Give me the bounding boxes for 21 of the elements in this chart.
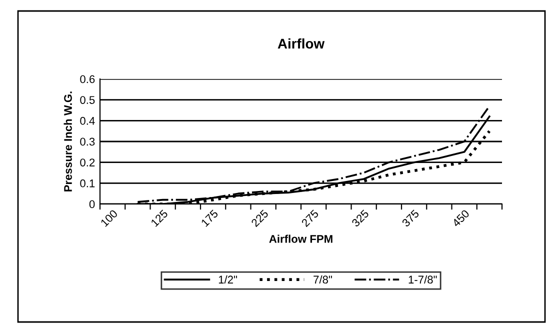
y-tick-label: 0.3	[80, 138, 95, 146]
y-axis-title: Pressure Inch W.G.	[64, 92, 72, 192]
x-tick-label: 275	[301, 209, 320, 228]
legend-label: 1-7/8"	[408, 275, 437, 284]
y-tick-label: 0.5	[80, 96, 95, 104]
y-tick-label: 0.2	[80, 158, 95, 166]
legend-label: 1/2"	[218, 275, 238, 284]
x-tick-label: 225	[250, 209, 269, 228]
x-tick-label: 325	[351, 209, 370, 228]
legend-label: 7/8"	[314, 275, 332, 284]
y-tick-label: 0.1	[80, 179, 95, 188]
x-tick-label: 175	[200, 209, 219, 227]
x-tick-label: 125	[150, 209, 168, 227]
x-axis-title: Airflow FPM	[269, 234, 332, 243]
y-tick-label: 0	[89, 200, 95, 208]
chart-title: Airflow	[278, 38, 325, 49]
x-tick-label: 375	[401, 209, 420, 228]
y-tick-label: 0.4	[80, 116, 95, 125]
x-tick-label: 450	[452, 209, 470, 228]
x-tick-label: 100	[100, 209, 118, 227]
y-tick-label: 0.6	[80, 75, 95, 84]
